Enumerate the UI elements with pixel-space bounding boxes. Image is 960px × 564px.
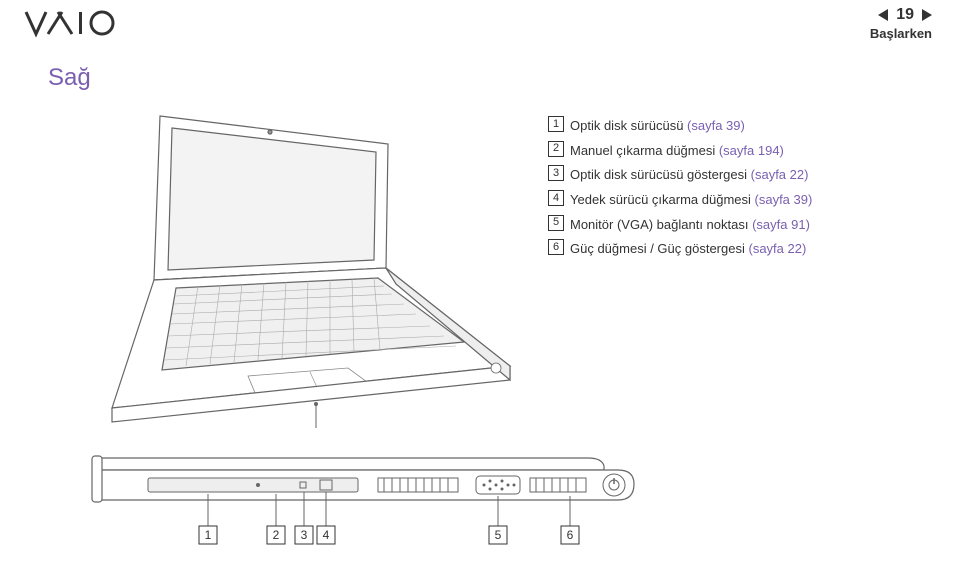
list-item: 5 Monitör (VGA) bağlantı noktası (sayfa … <box>548 213 812 238</box>
svg-text:2: 2 <box>273 528 280 542</box>
page-link[interactable]: (sayfa 39) <box>755 192 813 207</box>
page-link[interactable]: (sayfa 91) <box>752 217 810 232</box>
list-item: 6 Güç düğmesi / Güç göstergesi (sayfa 22… <box>548 237 812 262</box>
vaio-logo <box>24 8 134 45</box>
item-text: Optik disk sürücüsü (sayfa 39) <box>570 114 745 139</box>
list-item: 4 Yedek sürücü çıkarma düğmesi (sayfa 39… <box>548 188 812 213</box>
svg-text:3: 3 <box>301 528 308 542</box>
svg-text:6: 6 <box>567 528 574 542</box>
svg-text:4: 4 <box>323 528 330 542</box>
page-link[interactable]: (sayfa 22) <box>751 167 809 182</box>
page-link[interactable]: (sayfa 22) <box>748 241 806 256</box>
svg-text:5: 5 <box>495 528 502 542</box>
page-link[interactable]: (sayfa 194) <box>719 143 784 158</box>
item-number: 2 <box>548 141 564 157</box>
svg-text:1: 1 <box>205 528 212 542</box>
item-number: 6 <box>548 239 564 255</box>
list-item: 2 Manuel çıkarma düğmesi (sayfa 194) <box>548 139 812 164</box>
prev-page-icon[interactable] <box>878 9 888 21</box>
page-nav: 19 Başlarken <box>870 6 932 41</box>
page-number: 19 <box>896 6 914 24</box>
item-text: Monitör (VGA) bağlantı noktası (sayfa 91… <box>570 213 810 238</box>
list-item: 3 Optik disk sürücüsü göstergesi (sayfa … <box>548 163 812 188</box>
section-title: Sağ <box>48 64 920 92</box>
item-number: 3 <box>548 165 564 181</box>
next-page-icon[interactable] <box>922 9 932 21</box>
laptop-illustration <box>48 108 548 428</box>
content-area: Sağ <box>48 64 920 546</box>
item-number: 4 <box>548 190 564 206</box>
side-view-illustration: 1 2 3 4 5 6 <box>78 444 678 564</box>
item-text: Güç düğmesi / Güç göstergesi (sayfa 22) <box>570 237 806 262</box>
feature-list: 1 Optik disk sürücüsü (sayfa 39) 2 Manue… <box>548 114 812 262</box>
section-label: Başlarken <box>870 26 932 41</box>
list-item: 1 Optik disk sürücüsü (sayfa 39) <box>548 114 812 139</box>
item-text: Manuel çıkarma düğmesi (sayfa 194) <box>570 139 784 164</box>
item-number: 1 <box>548 116 564 132</box>
item-text: Optik disk sürücüsü göstergesi (sayfa 22… <box>570 163 808 188</box>
item-number: 5 <box>548 215 564 231</box>
item-text: Yedek sürücü çıkarma düğmesi (sayfa 39) <box>570 188 812 213</box>
page-header: 19 Başlarken <box>0 0 960 48</box>
page-link[interactable]: (sayfa 39) <box>687 118 745 133</box>
